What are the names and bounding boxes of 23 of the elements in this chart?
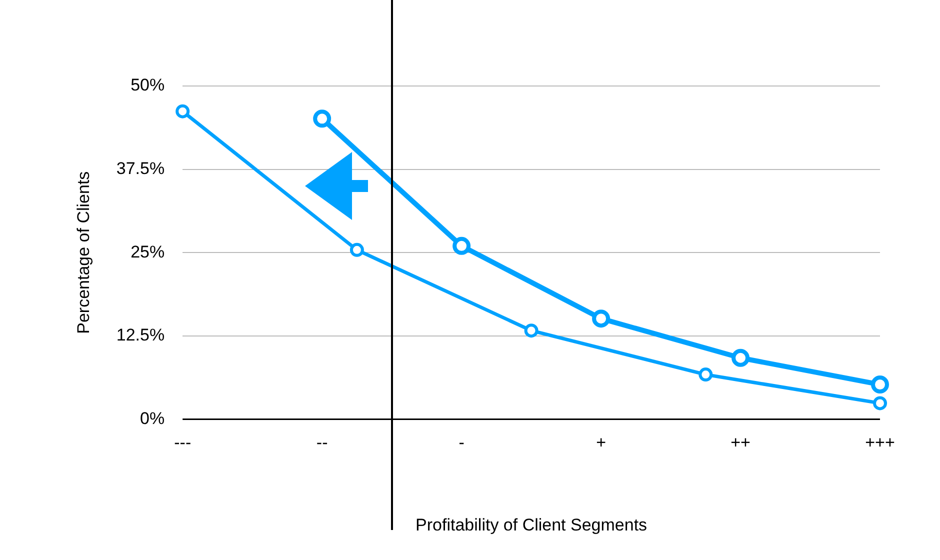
y-tick-label: 50% <box>130 76 165 95</box>
y-tick-label: 0% <box>140 408 165 428</box>
point <box>313 110 332 128</box>
point <box>871 376 889 394</box>
point <box>524 324 538 338</box>
y-tick-label: 37.5% <box>116 158 165 178</box>
point <box>592 310 610 328</box>
point <box>698 368 713 382</box>
y-tick-label: 12.5% <box>116 326 165 345</box>
x-tick-label: + <box>596 433 606 452</box>
x-tick-label: +++ <box>865 433 895 452</box>
x-tick-label: - <box>458 433 464 452</box>
point <box>732 348 750 367</box>
x-axis-title: Profitability of Client Segments <box>416 515 648 534</box>
x-tick-label: -- <box>316 433 328 452</box>
point <box>873 396 887 410</box>
x-tick-label: ++ <box>730 433 751 452</box>
y-tick-label: 25% <box>130 242 165 262</box>
point <box>350 242 364 257</box>
point <box>452 236 471 255</box>
y-axis-title: Percentage of Clients <box>74 171 93 334</box>
point <box>176 104 190 118</box>
x-tick-label: --- <box>174 433 192 452</box>
